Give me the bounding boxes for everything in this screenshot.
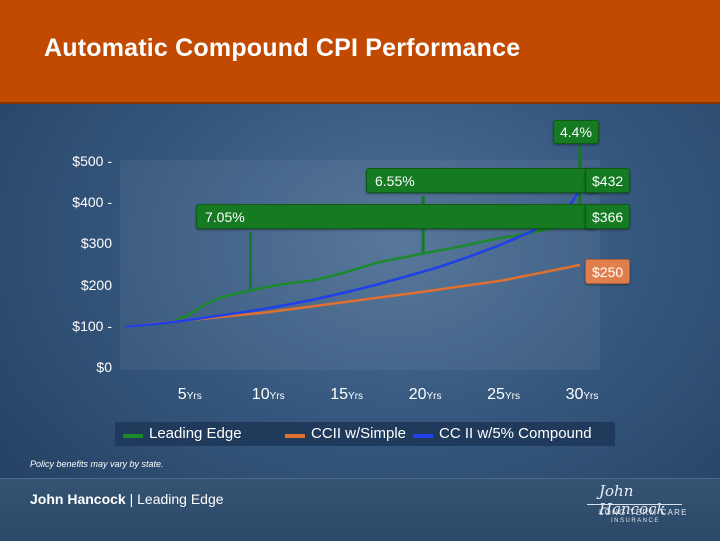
y-tick-label: $200 bbox=[80, 276, 112, 293]
product-name: Leading Edge bbox=[137, 491, 224, 507]
logo-divider bbox=[587, 504, 682, 505]
y-tick-label: $400 - bbox=[72, 194, 112, 211]
x-tick-number: 30 bbox=[565, 386, 584, 403]
x-tick-label: 20Yrs bbox=[390, 386, 460, 404]
series-line-cc-ii-w-5-compound bbox=[124, 189, 582, 329]
annotation-7-05-label: 7.05% bbox=[205, 209, 245, 225]
x-tick-label: 10Yrs bbox=[233, 386, 303, 404]
annotation-6-55-label: 6.55% bbox=[375, 173, 415, 189]
annotation-4-4-percent: 4.4% bbox=[553, 120, 599, 144]
series-line-leading-edge bbox=[124, 216, 581, 329]
legend-label-ccii-simple: CCII w/Simple bbox=[311, 425, 407, 442]
x-tick-unit: Yrs bbox=[504, 391, 520, 402]
y-tick-label: $300 bbox=[80, 235, 112, 252]
john-hancock-logo: John Hancock LONG TERM CARE INSURANCE bbox=[585, 480, 695, 535]
x-tick-number: 5 bbox=[177, 386, 187, 403]
annotation-250: $250 bbox=[585, 259, 631, 284]
legend-label-leading-edge: Leading Edge bbox=[149, 425, 242, 442]
slide-title: Automatic Compound CPI Performance bbox=[44, 34, 521, 62]
x-tick-number: 20 bbox=[408, 386, 427, 403]
footer-brand: John Hancock | Leading Edge bbox=[30, 491, 224, 507]
title-bar: Automatic Compound CPI Performance bbox=[0, 0, 720, 104]
x-tick-unit: Yrs bbox=[426, 391, 442, 402]
x-tick-number: 25 bbox=[487, 386, 505, 403]
x-tick-number: 15 bbox=[330, 386, 349, 403]
plot-area bbox=[120, 160, 600, 370]
logo-subtitle-2: INSURANCE bbox=[611, 518, 660, 524]
x-tick-unit: Yrs bbox=[186, 391, 202, 402]
annotation-6-55-percent: 6.55% bbox=[366, 168, 600, 193]
series-line-ccii-w-simple bbox=[124, 263, 581, 329]
chart-legend: Leading Edge CCII w/Simple CC II w/5% Co… bbox=[115, 422, 615, 446]
brand-name: John Hancock bbox=[30, 491, 126, 507]
footnote: Policy benefits may vary by state. bbox=[30, 459, 164, 469]
y-tick-label: $100 - bbox=[72, 317, 112, 334]
legend-swatch-ccii-simple bbox=[285, 434, 305, 438]
annotation-432: $432 bbox=[585, 168, 631, 193]
legend-swatch-leading-edge bbox=[123, 434, 143, 438]
x-tick-label: 15Yrs bbox=[312, 386, 382, 404]
annotation-366: $366 bbox=[585, 204, 631, 229]
x-tick-number: 10 bbox=[251, 386, 270, 403]
x-tick-unit: Yrs bbox=[583, 391, 599, 402]
x-tick-unit: Yrs bbox=[348, 391, 364, 402]
x-tick-unit: Yrs bbox=[269, 391, 285, 402]
legend-swatch-cc-compound bbox=[413, 434, 433, 438]
x-tick-label: 30Yrs bbox=[547, 386, 617, 404]
x-tick-label: 25Yrs bbox=[469, 386, 539, 404]
brand-separator: | bbox=[125, 491, 138, 507]
footer-bar: John Hancock | Leading Edge bbox=[0, 478, 720, 541]
y-tick-label: $500 - bbox=[72, 153, 112, 169]
logo-subtitle: LONG TERM CARE bbox=[599, 508, 688, 517]
legend-label-cc-compound: CC II w/5% Compound bbox=[439, 425, 592, 442]
y-tick-label: $0 bbox=[96, 359, 112, 375]
x-tick-label: 5Yrs bbox=[155, 386, 225, 404]
annotation-7-05-percent: 7.05% bbox=[196, 204, 598, 229]
